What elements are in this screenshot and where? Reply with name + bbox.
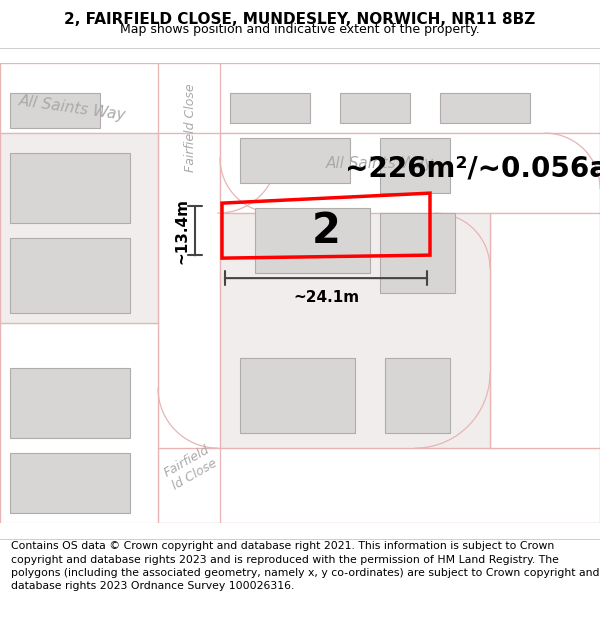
Polygon shape — [10, 238, 130, 313]
Text: All Saints Way: All Saints Way — [17, 93, 127, 123]
Polygon shape — [0, 133, 158, 323]
Polygon shape — [240, 138, 350, 183]
Polygon shape — [255, 208, 370, 273]
Polygon shape — [380, 138, 450, 193]
Polygon shape — [440, 93, 530, 123]
Polygon shape — [220, 213, 490, 448]
Polygon shape — [10, 453, 130, 513]
Polygon shape — [380, 213, 455, 293]
Polygon shape — [340, 93, 410, 123]
Text: Fairfield Close: Fairfield Close — [185, 84, 197, 172]
Text: Fairfield
ld Close: Fairfield ld Close — [162, 443, 220, 493]
Polygon shape — [240, 358, 355, 433]
Polygon shape — [490, 213, 600, 448]
Polygon shape — [10, 368, 130, 438]
Text: Contains OS data © Crown copyright and database right 2021. This information is : Contains OS data © Crown copyright and d… — [11, 541, 599, 591]
Polygon shape — [10, 153, 130, 223]
Polygon shape — [158, 63, 220, 523]
Text: Map shows position and indicative extent of the property.: Map shows position and indicative extent… — [120, 22, 480, 36]
Text: All Saints Way: All Saints Way — [326, 156, 434, 171]
Polygon shape — [0, 63, 600, 133]
Text: ~24.1m: ~24.1m — [293, 290, 359, 305]
Polygon shape — [0, 63, 158, 133]
Polygon shape — [220, 133, 600, 213]
Polygon shape — [230, 93, 310, 123]
Polygon shape — [0, 133, 158, 193]
Text: 2, FAIRFIELD CLOSE, MUNDESLEY, NORWICH, NR11 8BZ: 2, FAIRFIELD CLOSE, MUNDESLEY, NORWICH, … — [64, 12, 536, 27]
Polygon shape — [385, 358, 450, 433]
Text: 2: 2 — [311, 210, 340, 252]
Polygon shape — [158, 448, 600, 523]
Polygon shape — [10, 93, 100, 128]
Text: ~226m²/~0.056ac.: ~226m²/~0.056ac. — [345, 154, 600, 182]
Text: ~13.4m: ~13.4m — [174, 198, 189, 264]
Polygon shape — [0, 323, 158, 523]
